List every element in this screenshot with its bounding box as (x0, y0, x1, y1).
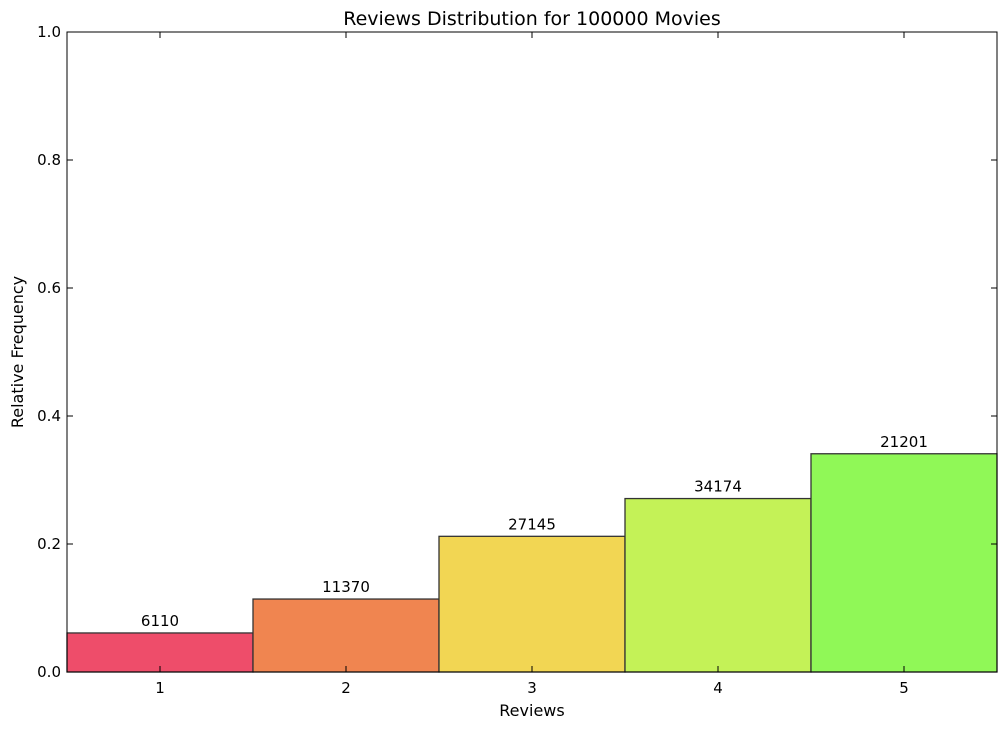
bar-3 (438, 535, 626, 673)
data-label-2: 11370 (322, 578, 370, 596)
x-tick-label: 5 (899, 679, 909, 697)
bar-1 (66, 632, 254, 673)
bar-4 (624, 497, 812, 673)
y-tick-label: 0.2 (37, 535, 61, 553)
y-tick-label: 1.0 (37, 23, 61, 41)
x-tick-label: 4 (713, 679, 723, 697)
x-tick-label: 2 (341, 679, 351, 697)
x-axis-label: Reviews (499, 701, 564, 720)
data-label-5: 21201 (880, 433, 928, 451)
x-axis: 1 2 3 4 5 (155, 32, 909, 697)
y-tick-label: 0.4 (37, 407, 61, 425)
bar-5 (810, 453, 998, 673)
data-label-1: 6110 (141, 612, 179, 630)
y-axis-label: Relative Frequency (8, 276, 27, 428)
bars-group (66, 453, 998, 673)
y-axis: 0.0 0.2 0.4 0.6 0.8 1.0 (37, 23, 997, 681)
data-label-3: 27145 (508, 515, 556, 533)
y-tick-label: 0.6 (37, 279, 61, 297)
data-label-4: 34174 (694, 478, 742, 496)
chart-title: Reviews Distribution for 100000 Movies (343, 8, 720, 30)
data-labels-group: 6110 11370 27145 34174 21201 (141, 433, 928, 630)
y-tick-label: 0.8 (37, 151, 61, 169)
x-tick-label: 3 (527, 679, 537, 697)
bar-2 (252, 598, 440, 673)
x-tick-label: 1 (155, 679, 165, 697)
y-tick-label: 0.0 (37, 663, 61, 681)
